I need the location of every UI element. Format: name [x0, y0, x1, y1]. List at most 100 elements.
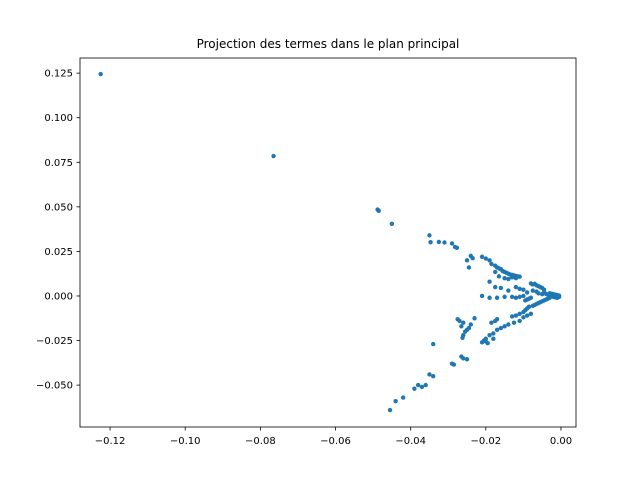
scatter-point — [427, 372, 432, 377]
scatter-point — [400, 395, 406, 400]
scatter-point — [494, 295, 500, 300]
chart-title: Projection des termes dans le plan princ… — [197, 37, 460, 51]
scatter-point — [513, 313, 519, 318]
scatter-point — [556, 294, 562, 300]
y-tick-label: −0.050 — [36, 381, 73, 392]
y-tick-label: 0.025 — [44, 247, 73, 258]
scatter-point — [517, 274, 522, 279]
y-axis-ticks: −0.050 −0.025 0.000 0.025 0.050 0.075 0.100 0.1… — [36, 69, 80, 392]
scatter-point — [513, 284, 519, 290]
y-tick-label: −0.025 — [36, 336, 73, 347]
scatter-point — [376, 208, 381, 213]
scatter-point — [513, 275, 519, 281]
scatter-point — [461, 320, 466, 325]
scatter-point — [489, 320, 494, 325]
scatter-point — [517, 311, 522, 316]
x-axis-ticks: −0.12 −0.10 −0.08 −0.06 −0.04 −0.02 0.00 — [95, 427, 572, 447]
scatter-point — [466, 265, 472, 270]
scatter-point — [415, 382, 421, 388]
y-tick-label: 0.100 — [44, 113, 73, 124]
scatter-point — [506, 322, 511, 327]
scatter-point — [428, 239, 433, 245]
scatter-point — [530, 288, 535, 293]
scatter-point — [530, 303, 535, 308]
scatter-point — [487, 333, 492, 338]
scatter-point — [513, 295, 519, 300]
scatter-point — [498, 325, 504, 331]
scatter-point — [468, 322, 473, 327]
scatter-point — [521, 293, 526, 299]
scatter-point — [442, 240, 447, 245]
scatter-point — [393, 398, 398, 404]
scatter-point — [454, 245, 460, 251]
scatter-point — [517, 294, 522, 300]
scatter-point — [98, 71, 103, 77]
x-tick-label: −0.04 — [395, 436, 426, 447]
x-tick-label: 0.00 — [550, 436, 572, 447]
scatter-point — [502, 294, 507, 300]
points-layer — [98, 71, 562, 413]
scatter-point — [412, 386, 417, 391]
scatter-point — [517, 286, 522, 292]
scatter-point — [506, 288, 511, 293]
scatter-point — [487, 258, 492, 263]
scatter-point — [521, 309, 526, 315]
y-tick-label: 0.000 — [44, 291, 73, 302]
scatter-point — [464, 357, 470, 362]
scatter-point — [511, 320, 517, 325]
scatter-point — [521, 315, 526, 320]
scatter-point — [431, 341, 436, 347]
scatter-point — [494, 327, 500, 333]
scatter-point — [427, 233, 432, 238]
scatter-point — [487, 295, 492, 300]
scatter-point — [493, 269, 498, 275]
scatter-point — [487, 279, 492, 284]
scatter-point — [457, 318, 462, 324]
scatter-point — [449, 241, 455, 246]
x-tick-label: −0.08 — [245, 436, 276, 447]
scatter-point — [436, 239, 442, 245]
y-tick-label: 0.050 — [44, 202, 73, 213]
scatter-point — [509, 294, 515, 300]
scatter-point — [491, 336, 496, 341]
scatter-point — [461, 356, 466, 361]
scatter-point — [462, 329, 468, 334]
scatter-point — [464, 258, 470, 263]
scatter-point — [498, 285, 504, 291]
scatter-point — [479, 340, 485, 345]
plot-frame — [79, 57, 577, 428]
scatter-point — [524, 290, 530, 295]
scatter-point — [485, 341, 490, 346]
scatter-point — [502, 324, 507, 329]
x-tick-label: −0.02 — [470, 436, 501, 447]
scatter-point — [524, 313, 530, 318]
scatter-point — [517, 318, 522, 324]
scatter-point — [521, 287, 526, 292]
scatter-point — [523, 298, 528, 303]
scatter-point — [509, 314, 515, 319]
scatter-point — [470, 255, 475, 261]
scatter-point — [536, 291, 541, 296]
scatter-point — [451, 362, 457, 367]
scatter-point — [483, 256, 489, 261]
scatter-point — [493, 318, 498, 324]
scatter-point — [419, 384, 425, 390]
y-tick-label: 0.075 — [44, 158, 73, 169]
scatter-point — [496, 274, 502, 279]
scatter-point — [423, 382, 428, 388]
scatter-point — [528, 311, 534, 316]
scatter-point — [509, 275, 515, 280]
scatter-point — [459, 324, 464, 329]
scatter-point — [493, 284, 498, 290]
scatter-point — [460, 335, 465, 341]
scatter-point — [472, 316, 477, 321]
scatter-point — [479, 254, 485, 259]
scatter-point — [271, 153, 276, 159]
y-tick-label: 0.125 — [44, 69, 73, 80]
scatter-point — [479, 293, 485, 299]
x-tick-label: −0.06 — [320, 436, 351, 447]
x-tick-label: −0.10 — [170, 436, 201, 447]
scatter-point — [506, 276, 511, 282]
x-tick-label: −0.12 — [95, 436, 126, 447]
